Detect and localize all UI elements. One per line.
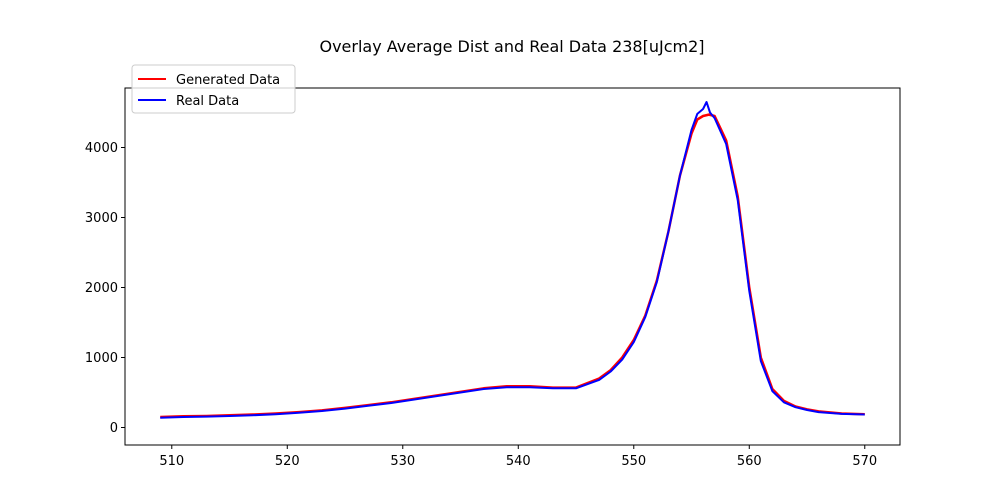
y-axis: 0 1000 2000 3000 4000 [85, 141, 125, 436]
y-tick-label: 0 [110, 421, 118, 436]
x-tick-label: 520 [275, 454, 300, 469]
x-tick-label: 510 [159, 454, 184, 469]
y-tick-label: 4000 [85, 141, 118, 156]
legend: Generated Data Real Data [131, 64, 296, 114]
plot-area [124, 87, 901, 446]
legend-box [131, 64, 296, 114]
x-tick-label: 560 [737, 454, 762, 469]
chart-title: Overlay Average Dist and Real Data 238[u… [319, 37, 704, 56]
x-axis: 510 520 530 540 550 560 570 [159, 445, 877, 469]
y-tick-label: 3000 [85, 211, 118, 226]
y-tick-label: 1000 [85, 351, 118, 366]
y-tick-label: 2000 [85, 281, 118, 296]
x-tick-label: 570 [852, 454, 877, 469]
series-layer [160, 101, 865, 419]
x-tick-label: 540 [506, 454, 531, 469]
legend-label-generated: Generated Data [176, 73, 280, 88]
legend-label-real: Real Data [176, 94, 239, 109]
x-tick-label: 550 [621, 454, 646, 469]
series-line-real-data [160, 101, 865, 419]
x-tick-label: 530 [390, 454, 415, 469]
plot-frame [124, 87, 901, 446]
